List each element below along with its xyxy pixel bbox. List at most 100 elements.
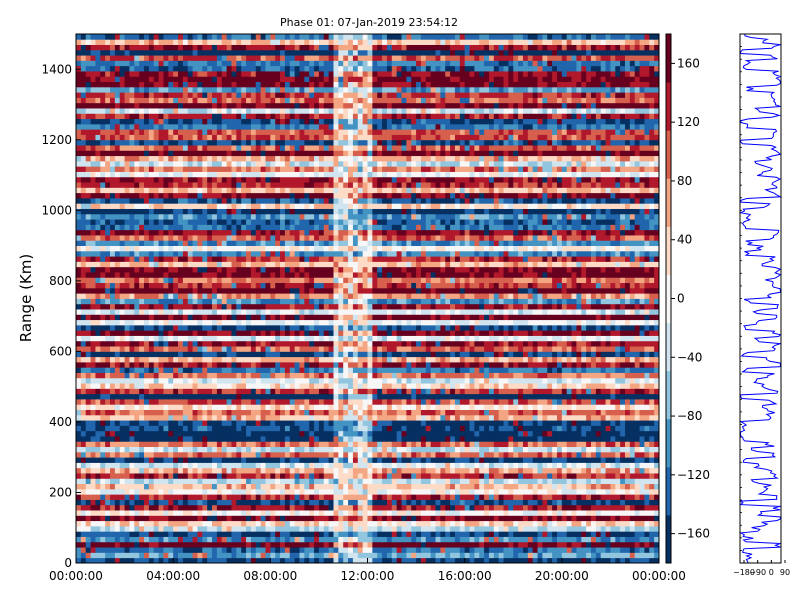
heatmap-cell [163,557,169,564]
heatmap-cell [338,356,344,363]
heatmap-cell [338,525,344,532]
heatmap-cell [401,520,407,527]
heatmap-cell [464,404,470,410]
heatmap-cell [343,372,349,379]
heatmap-cell [192,547,198,553]
heatmap-cell [479,430,485,437]
heatmap-cell [338,536,344,543]
heatmap-cell [382,356,388,363]
heatmap-cell [216,393,223,400]
heatmap-cell [508,346,514,352]
heatmap-cell [163,462,169,469]
heatmap-cell [416,494,422,500]
heatmap-cell [566,420,572,426]
heatmap-cell [566,367,572,373]
heatmap-cell [459,351,466,358]
heatmap-cell [343,488,349,495]
heatmap-cell [289,414,296,421]
heatmap-cell [129,467,135,474]
heatmap-cell [236,547,242,553]
heatmap-cell [80,525,87,532]
heatmap-cell [153,377,159,384]
heatmap-cell [280,467,286,474]
heatmap-cell [590,552,597,559]
heatmap-cell [396,520,402,527]
heatmap-cell [216,520,223,527]
heatmap-cell [644,383,650,389]
heatmap-cell [586,436,592,442]
heatmap-cell [304,346,310,352]
heatmap-cell [119,478,125,485]
heatmap-cell [197,451,203,458]
heatmap-cell [173,525,179,532]
heatmap-cell [314,367,320,373]
heatmap-cell [144,367,150,373]
heatmap-cell [644,457,650,463]
heatmap-cell [241,451,247,458]
heatmap-cell [294,430,300,437]
heatmap-cell [241,351,247,358]
heatmap-cell [586,488,592,495]
heatmap-cell [566,547,572,553]
heatmap-cell [469,462,475,469]
heatmap-cell [85,388,91,395]
heatmap-cell [488,536,495,543]
heatmap-cell [318,510,325,516]
heatmap-cell [556,409,563,416]
heatmap-cell [537,383,543,389]
heatmap-cell [425,504,432,511]
heatmap-cell [508,467,514,474]
heatmap-cell [192,361,198,368]
heatmap-cell [90,446,96,453]
heatmap-cell [197,531,203,537]
heatmap-cell [542,525,548,532]
heatmap-cell [328,510,334,516]
heatmap-cell [216,446,223,453]
heatmap-cell [416,536,422,543]
heatmap-cell [348,525,354,532]
heatmap-cell [343,414,349,421]
heatmap-cell [309,520,315,527]
heatmap-cell [488,510,495,516]
heatmap-cell [386,409,393,416]
heatmap-cell [241,478,247,485]
heatmap-cell [479,451,485,458]
heatmap-cell [581,473,587,479]
heatmap-cell [148,420,155,426]
heatmap-cell [304,441,310,448]
heatmap-cell [634,399,640,405]
heatmap-cell [80,547,87,553]
heatmap-cell [620,414,626,421]
heatmap-cell [576,547,582,553]
heatmap-cell [537,499,543,506]
heatmap-cell [309,494,315,500]
heatmap-cell [119,467,125,474]
heatmap-cell [95,393,101,400]
heatmap-cell [561,425,568,432]
heatmap-cell [202,404,208,410]
heatmap-cell [323,515,330,522]
heatmap-cell [542,473,548,479]
heatmap-cell [571,467,577,474]
heatmap-cell [163,552,169,559]
heatmap-cell [518,451,524,458]
heatmap-cell [522,557,529,564]
heatmap-cell [114,399,121,405]
heatmap-cell [333,525,339,532]
heatmap-cell [391,494,398,500]
heatmap-cell [212,510,218,516]
heatmap-cell [474,504,480,511]
heatmap-cell [377,414,383,421]
heatmap-cell [236,409,242,416]
heatmap-cell [178,504,184,511]
heatmap-cell [552,499,558,506]
heatmap-cell [168,420,174,426]
heatmap-cell [527,372,534,379]
heatmap-cell [95,515,101,522]
heatmap-cell [425,473,432,479]
heatmap-cell [187,504,193,511]
heatmap-cell [624,478,631,485]
heatmap-cell [221,531,228,537]
heatmap-cell [76,446,82,453]
heatmap-cell [163,425,169,432]
